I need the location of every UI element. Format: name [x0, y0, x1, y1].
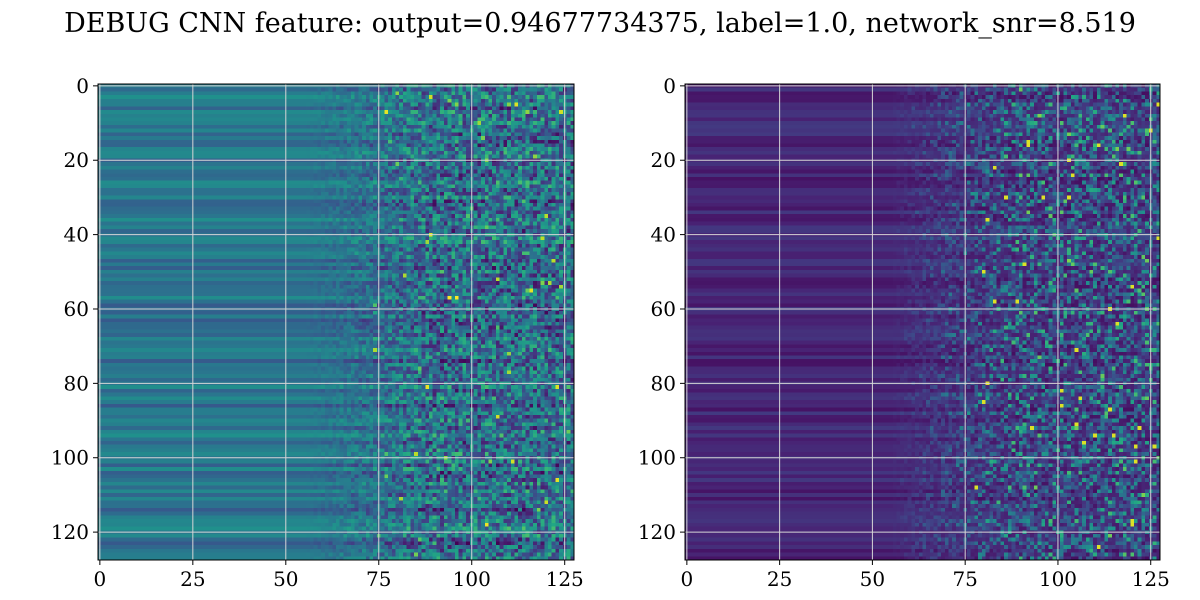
x-tick-label: 50 — [273, 567, 298, 591]
y-tick-label: 20 — [651, 148, 676, 172]
x-tick-label: 100 — [453, 567, 491, 591]
y-tick-label: 100 — [51, 446, 89, 470]
heatmap-panel-right: 0 25 50 75 100 125 0 20 40 60 80 100 120 — [638, 74, 1170, 591]
heatmap-image-left — [98, 84, 574, 560]
y-tick-label: 80 — [64, 371, 89, 395]
y-tick-label: 120 — [51, 520, 89, 544]
heatmap-frame-left — [97, 83, 575, 561]
y-tick-label: 60 — [651, 297, 676, 321]
figure-title: DEBUG CNN feature: output=0.94677734375,… — [64, 8, 1136, 39]
x-tick-label: 125 — [1132, 567, 1170, 591]
y-tick-label: 80 — [651, 371, 676, 395]
x-tick-label: 0 — [680, 567, 693, 591]
y-tick-label: 100 — [638, 446, 676, 470]
heatmap-ticks-left: 0 25 50 75 100 125 0 20 40 60 80 100 120 — [51, 74, 584, 591]
heatmap-ticks-right: 0 25 50 75 100 125 0 20 40 60 80 100 120 — [638, 74, 1170, 591]
x-tick-label: 75 — [366, 567, 391, 591]
heatmap-frame-right — [684, 83, 1161, 561]
heatmap-grid-left — [98, 84, 574, 560]
x-tick-label: 100 — [1039, 567, 1077, 591]
x-tick-label: 125 — [546, 567, 584, 591]
heatmap-panel-left: 0 25 50 75 100 125 0 20 40 60 80 100 120 — [51, 74, 584, 591]
y-tick-label: 0 — [663, 74, 676, 98]
y-tick-label: 60 — [64, 297, 89, 321]
x-tick-label: 25 — [767, 567, 792, 591]
y-tick-label: 40 — [651, 223, 676, 247]
x-tick-label: 50 — [860, 567, 885, 591]
y-tick-label: 20 — [64, 148, 89, 172]
y-tick-label: 0 — [76, 74, 89, 98]
y-tick-label: 40 — [64, 223, 89, 247]
x-tick-label: 25 — [180, 567, 205, 591]
x-tick-label: 0 — [93, 567, 106, 591]
heatmap-image-right — [685, 84, 1160, 560]
heatmap-grid-right — [685, 84, 1160, 560]
y-tick-label: 120 — [638, 520, 676, 544]
x-tick-label: 75 — [952, 567, 977, 591]
